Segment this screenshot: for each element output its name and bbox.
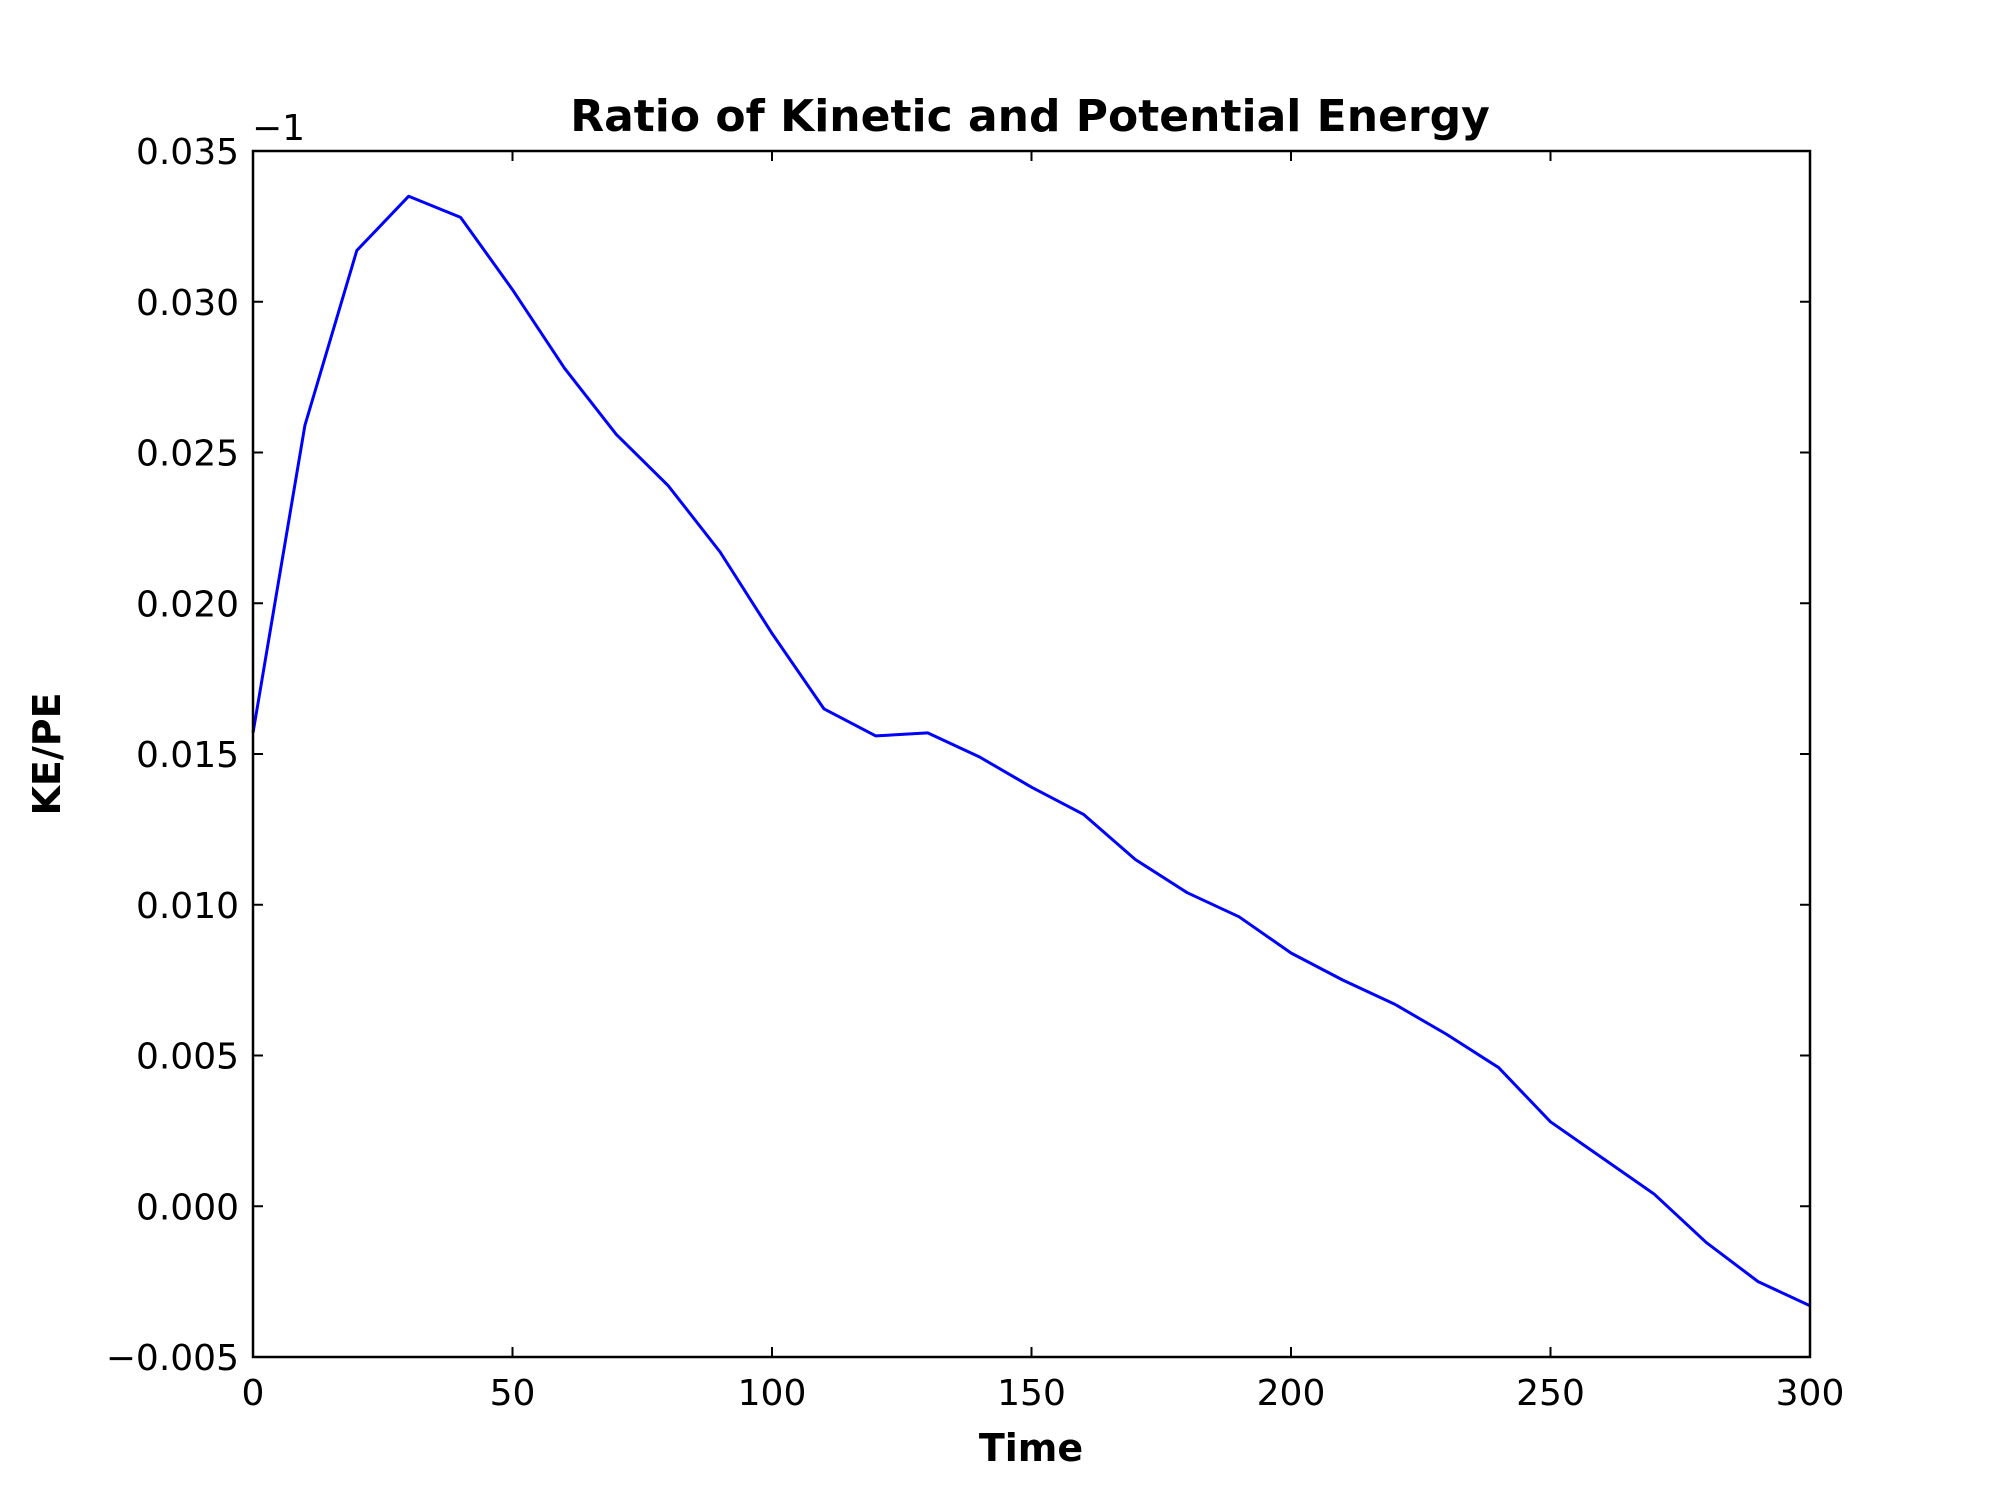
- x-axis-title: Time: [979, 1426, 1083, 1470]
- x-tick-label: 50: [490, 1373, 536, 1414]
- y-tick-label: 0.000: [136, 1187, 239, 1228]
- x-tick-label: 250: [1516, 1373, 1585, 1414]
- series-layer: [251, 194, 1811, 1308]
- plot-frame: [251, 149, 1812, 1359]
- y-tick-label: 0.015: [136, 735, 239, 776]
- y-tick-label: 0.010: [136, 886, 239, 927]
- series-line-0: [251, 194, 1811, 1308]
- y-tick-label: 0.025: [136, 434, 239, 475]
- y-axis-offset-label: −1: [252, 108, 305, 149]
- y-tick-label: 0.020: [136, 584, 239, 625]
- x-tick-label: 0: [242, 1373, 265, 1414]
- y-tick-labels: −0.005 0.000 0.005 0.010 0.015 0.020 0.025 0.03…: [106, 132, 239, 1379]
- y-axis-title: KE/PE: [25, 692, 69, 815]
- y-tick-label: −0.005: [106, 1338, 239, 1379]
- chart-title: Ratio of Kinetic and Potential Energy: [570, 91, 1490, 142]
- x-tick-labels: 0 50 100 150 200 250 300: [242, 1373, 1845, 1414]
- x-tick-label: 100: [738, 1373, 807, 1414]
- y-tick-label: 0.005: [136, 1037, 239, 1078]
- y-tick-label: 0.030: [136, 283, 239, 324]
- y-tick-label: 0.035: [136, 132, 239, 173]
- x-tick-label: 300: [1776, 1373, 1845, 1414]
- x-tick-label: 200: [1257, 1373, 1326, 1414]
- plot-area: [251, 149, 1812, 1359]
- x-tick-label: 150: [997, 1373, 1066, 1414]
